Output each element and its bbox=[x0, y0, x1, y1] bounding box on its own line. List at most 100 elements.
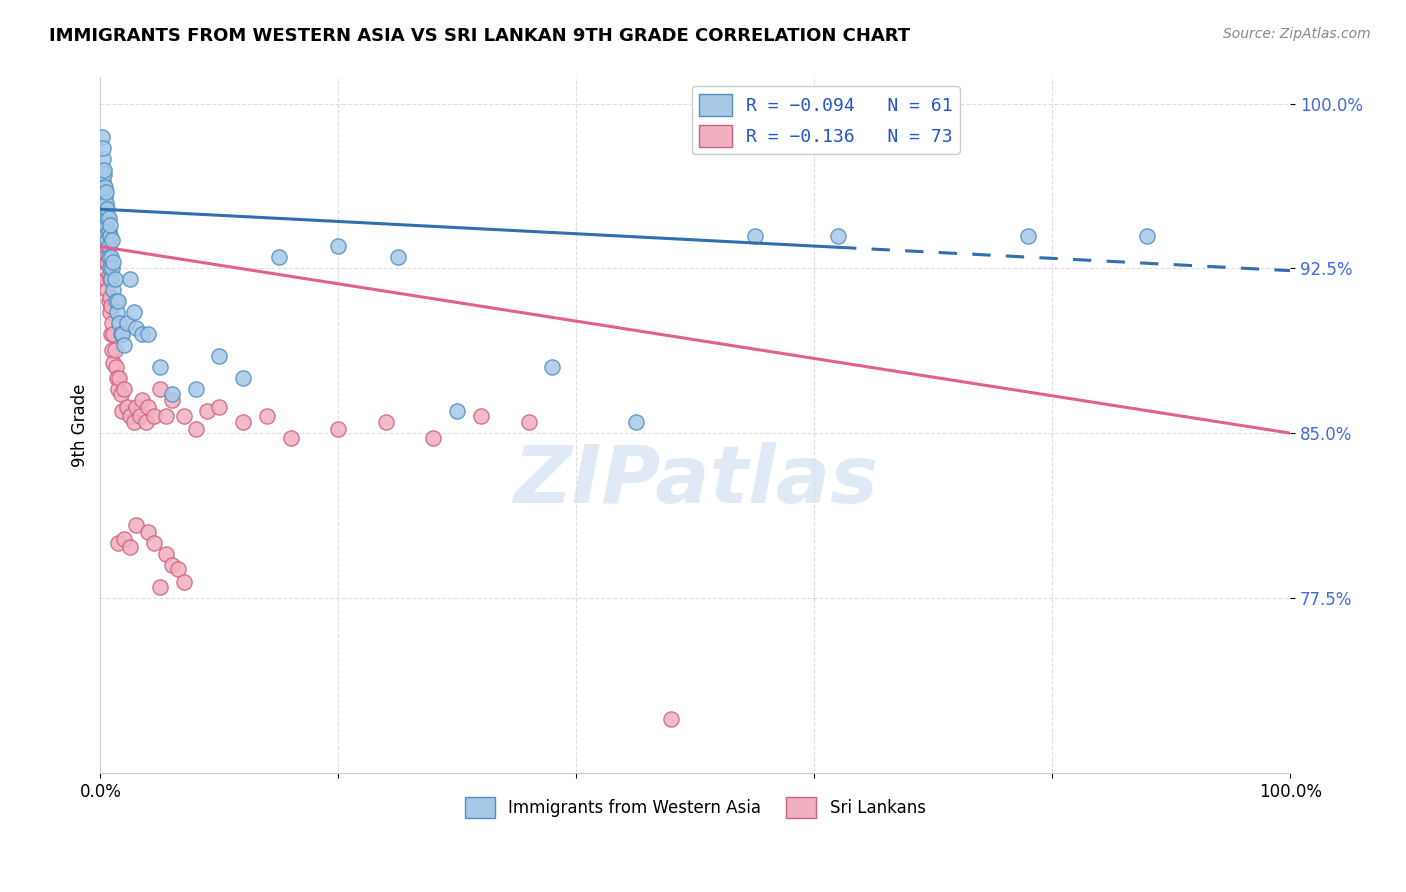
Point bbox=[105, 371, 128, 385]
Point bbox=[96, 255, 118, 269]
Point bbox=[96, 185, 118, 199]
Point bbox=[160, 558, 183, 572]
Point bbox=[160, 386, 183, 401]
Point bbox=[122, 415, 145, 429]
Point bbox=[107, 382, 129, 396]
Point bbox=[470, 409, 492, 423]
Point bbox=[197, 404, 219, 418]
Point bbox=[90, 129, 112, 144]
Point bbox=[93, 189, 115, 203]
Text: Source: ZipAtlas.com: Source: ZipAtlas.com bbox=[1223, 27, 1371, 41]
Point bbox=[422, 430, 444, 444]
Point bbox=[96, 202, 118, 216]
Point bbox=[108, 316, 131, 330]
Point bbox=[97, 251, 120, 265]
Point bbox=[267, 251, 290, 265]
Point bbox=[149, 382, 172, 396]
Point bbox=[125, 400, 148, 414]
Point bbox=[100, 327, 122, 342]
Point bbox=[97, 239, 120, 253]
Point bbox=[91, 195, 114, 210]
Point bbox=[112, 382, 135, 396]
Point bbox=[101, 261, 124, 276]
Point bbox=[120, 541, 142, 555]
Point bbox=[98, 218, 121, 232]
Point bbox=[101, 316, 124, 330]
Point bbox=[104, 360, 127, 375]
Point bbox=[96, 239, 118, 253]
Point bbox=[103, 255, 125, 269]
Point bbox=[91, 180, 114, 194]
Point bbox=[208, 349, 231, 363]
Point bbox=[184, 422, 207, 436]
Point bbox=[541, 360, 564, 375]
Point bbox=[97, 251, 120, 265]
Point bbox=[101, 343, 124, 357]
Point bbox=[136, 400, 159, 414]
Point bbox=[166, 562, 188, 576]
Point bbox=[120, 272, 142, 286]
Point bbox=[96, 218, 118, 232]
Point bbox=[90, 218, 112, 232]
Point bbox=[115, 316, 138, 330]
Point bbox=[107, 536, 129, 550]
Point bbox=[104, 294, 127, 309]
Point bbox=[232, 415, 254, 429]
Point bbox=[93, 239, 115, 253]
Point bbox=[115, 400, 138, 414]
Point bbox=[98, 272, 121, 286]
Point bbox=[827, 228, 849, 243]
Point bbox=[104, 343, 127, 357]
Point bbox=[131, 393, 153, 408]
Point bbox=[93, 185, 115, 199]
Point bbox=[446, 404, 468, 418]
Point bbox=[94, 206, 117, 220]
Point bbox=[136, 327, 159, 342]
Point bbox=[328, 422, 350, 436]
Point bbox=[91, 228, 114, 243]
Point bbox=[100, 251, 122, 265]
Point bbox=[112, 532, 135, 546]
Point bbox=[624, 415, 647, 429]
Point bbox=[142, 536, 165, 550]
Point bbox=[136, 524, 159, 539]
Point bbox=[125, 320, 148, 334]
Point bbox=[155, 547, 177, 561]
Point bbox=[104, 272, 127, 286]
Point bbox=[208, 400, 231, 414]
Point bbox=[98, 228, 121, 243]
Point bbox=[91, 141, 114, 155]
Point bbox=[111, 404, 134, 418]
Point bbox=[184, 382, 207, 396]
Point bbox=[107, 294, 129, 309]
Point bbox=[96, 228, 118, 243]
Point bbox=[112, 338, 135, 352]
Point bbox=[94, 180, 117, 194]
Point bbox=[97, 211, 120, 225]
Point bbox=[94, 255, 117, 269]
Text: IMMIGRANTS FROM WESTERN ASIA VS SRI LANKAN 9TH GRADE CORRELATION CHART: IMMIGRANTS FROM WESTERN ASIA VS SRI LANK… bbox=[49, 27, 910, 45]
Point bbox=[131, 327, 153, 342]
Point bbox=[98, 290, 121, 304]
Point bbox=[256, 409, 278, 423]
Point bbox=[93, 195, 115, 210]
Point bbox=[96, 251, 118, 265]
Point bbox=[97, 294, 120, 309]
Legend: Immigrants from Western Asia, Sri Lankans: Immigrants from Western Asia, Sri Lankan… bbox=[458, 790, 932, 824]
Point bbox=[90, 162, 112, 177]
Point bbox=[100, 299, 122, 313]
Text: ZIPatlas: ZIPatlas bbox=[513, 442, 877, 520]
Point bbox=[155, 409, 177, 423]
Point bbox=[173, 409, 195, 423]
Point bbox=[173, 575, 195, 590]
Point bbox=[97, 224, 120, 238]
Point bbox=[96, 272, 118, 286]
Point bbox=[374, 415, 396, 429]
Point bbox=[517, 415, 540, 429]
Point bbox=[94, 189, 117, 203]
Point bbox=[149, 580, 172, 594]
Point bbox=[105, 305, 128, 319]
Point bbox=[160, 393, 183, 408]
Point bbox=[142, 409, 165, 423]
Point bbox=[135, 415, 157, 429]
